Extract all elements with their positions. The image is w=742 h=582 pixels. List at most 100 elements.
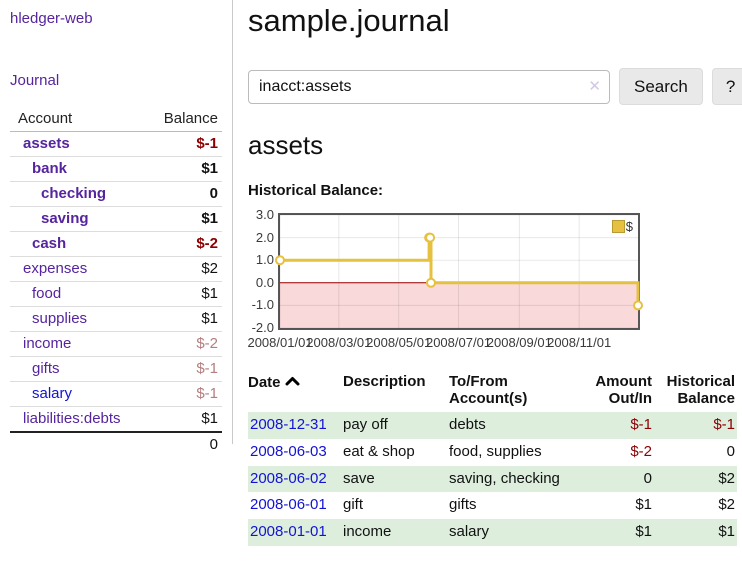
- description-column-header: Description: [343, 373, 426, 390]
- transactions-body: 2008-12-31 pay off debts $-1 $-1 2008-06-03 ea…: [248, 412, 737, 546]
- account-row: liabilities:debts $1: [10, 406, 222, 433]
- page-title: sample.journal: [248, 3, 450, 38]
- sidebar-item-journal[interactable]: Journal: [10, 72, 60, 89]
- account-row: food $1: [10, 281, 222, 307]
- transactions-table: Date Description To/From Account(s) Amou…: [248, 370, 737, 546]
- date-header-label: Date: [248, 374, 281, 391]
- account-total-row: 0: [10, 431, 222, 457]
- transaction-accounts: food, supplies: [449, 442, 542, 460]
- chart-title: Historical Balance:: [248, 182, 384, 199]
- date-column-header[interactable]: Date: [248, 370, 343, 412]
- y-axis-label: -2.0: [251, 320, 274, 335]
- account-row: expenses $2: [10, 256, 222, 282]
- transaction-row[interactable]: 2008-06-01 gift gifts $1 $2: [248, 492, 737, 519]
- transaction-balance: 0: [726, 442, 735, 460]
- search-button[interactable]: Search: [619, 68, 703, 105]
- account-balance-table: Account Balance assets $-1 bank $1 checking 0…: [10, 107, 222, 457]
- accounts-column-header: To/From Account(s): [449, 373, 528, 407]
- account-row: salary $-1: [10, 381, 222, 407]
- transactions-header-row: Date Description To/From Account(s) Amou…: [248, 370, 737, 412]
- total-balance: 0: [148, 431, 222, 457]
- balance-chart-plot: $: [275, 213, 643, 330]
- transaction-row[interactable]: 2008-06-03 eat & shop food, supplies $-2 0: [248, 439, 737, 466]
- account-balance: $1: [148, 306, 222, 332]
- y-axis-label: 1.0: [255, 252, 274, 268]
- transaction-amount: $1: [635, 523, 652, 540]
- account-link-bank[interactable]: bank: [32, 160, 68, 177]
- transaction-balance: $2: [718, 496, 735, 514]
- transaction-amount: 0: [643, 469, 652, 487]
- account-link-income[interactable]: income: [23, 335, 72, 352]
- clear-search-icon[interactable]: ✕: [588, 77, 601, 95]
- account-row: supplies $1: [10, 306, 222, 332]
- account-table-body: assets $-1 bank $1 checking 0 saving $1 cash $-2 e…: [10, 131, 222, 433]
- account-balance: $1: [148, 406, 222, 433]
- account-link-salary[interactable]: salary: [32, 385, 73, 402]
- transaction-row[interactable]: 2008-01-01 income salary $1 $1: [248, 519, 737, 546]
- search-input[interactable]: [248, 69, 610, 104]
- transaction-date-link[interactable]: 2008-01-01: [250, 523, 327, 540]
- x-axis-label: 2008/03/01: [306, 335, 372, 350]
- x-axis-label: 2008/01/01: [247, 335, 313, 350]
- total-spacer: [10, 431, 149, 457]
- account-balance: $-2: [148, 331, 222, 357]
- account-balance: 0: [148, 181, 222, 207]
- transaction-amount: $-1: [630, 416, 652, 433]
- x-axis-label: 2008/09/01: [486, 335, 552, 350]
- sort-ascending-icon: [285, 373, 300, 390]
- transaction-row[interactable]: 2008-06-02 save saving, checking 0 $2: [248, 465, 737, 493]
- transaction-date-link[interactable]: 2008-12-31: [250, 416, 327, 433]
- account-balance: $-1: [148, 356, 222, 382]
- account-link-cash[interactable]: cash: [32, 235, 67, 252]
- transaction-row[interactable]: 2008-12-31 pay off debts $-1 $-1: [248, 412, 737, 439]
- transaction-amount: $-2: [630, 442, 652, 460]
- account-link-gifts[interactable]: gifts: [32, 360, 60, 377]
- transaction-description: eat & shop: [343, 442, 415, 460]
- account-link-assets[interactable]: assets: [23, 135, 70, 152]
- transaction-accounts: saving, checking: [449, 469, 560, 487]
- account-balance: $-1: [148, 131, 222, 157]
- account-column-header: Account: [10, 107, 149, 132]
- transaction-description: save: [343, 469, 375, 487]
- transaction-accounts: salary: [449, 523, 490, 540]
- search-input-wrap: ✕: [248, 69, 610, 104]
- account-balance: $1: [148, 156, 222, 182]
- amount-column-header: Amount Out/In: [595, 373, 652, 407]
- transaction-date-link[interactable]: 2008-06-03: [250, 442, 327, 460]
- account-link-supplies[interactable]: supplies: [32, 310, 88, 327]
- sidebar: hledger-web Journal Account Balance asse…: [0, 0, 233, 457]
- app-title-link[interactable]: hledger-web: [10, 10, 93, 27]
- account-row: saving $1: [10, 206, 222, 232]
- account-balance: $1: [148, 206, 222, 232]
- balance-chart-svg: [275, 214, 643, 329]
- account-link-saving[interactable]: saving: [41, 210, 89, 227]
- legend-label: $: [625, 219, 633, 234]
- transaction-date-link[interactable]: 2008-06-02: [250, 469, 327, 487]
- y-axis-label: 2.0: [255, 229, 274, 245]
- legend-swatch-icon: [611, 220, 625, 233]
- y-axis-label: -1.0: [251, 297, 274, 313]
- transaction-accounts: gifts: [449, 496, 477, 514]
- account-link-food[interactable]: food: [32, 285, 62, 302]
- transaction-description: gift: [343, 496, 364, 514]
- account-link-checking[interactable]: checking: [41, 185, 107, 202]
- account-row: assets $-1: [10, 131, 222, 157]
- transaction-amount: $1: [635, 496, 652, 514]
- x-axis-label: 2008/07/01: [425, 335, 492, 350]
- y-axis-label: 0.0: [255, 274, 274, 290]
- account-row: cash $-2: [10, 231, 222, 257]
- account-balance: $1: [148, 281, 222, 307]
- transaction-date-link[interactable]: 2008-06-01: [250, 496, 327, 514]
- x-axis-label: 2008/05/01: [366, 335, 432, 350]
- account-link-liabilities-debts[interactable]: liabilities:debts: [23, 410, 121, 427]
- account-heading: assets: [248, 130, 324, 160]
- account-table-header-row: Account Balance: [10, 107, 222, 132]
- balance-column-header: Balance: [148, 107, 222, 132]
- help-button[interactable]: ?: [711, 68, 742, 105]
- balance-column-header: Historical Balance: [666, 373, 735, 407]
- account-link-expenses[interactable]: expenses: [23, 260, 88, 277]
- transaction-balance: $1: [718, 523, 735, 540]
- account-row: income $-2: [10, 331, 222, 357]
- transaction-balance: $-1: [713, 416, 735, 433]
- transaction-description: pay off: [343, 416, 388, 433]
